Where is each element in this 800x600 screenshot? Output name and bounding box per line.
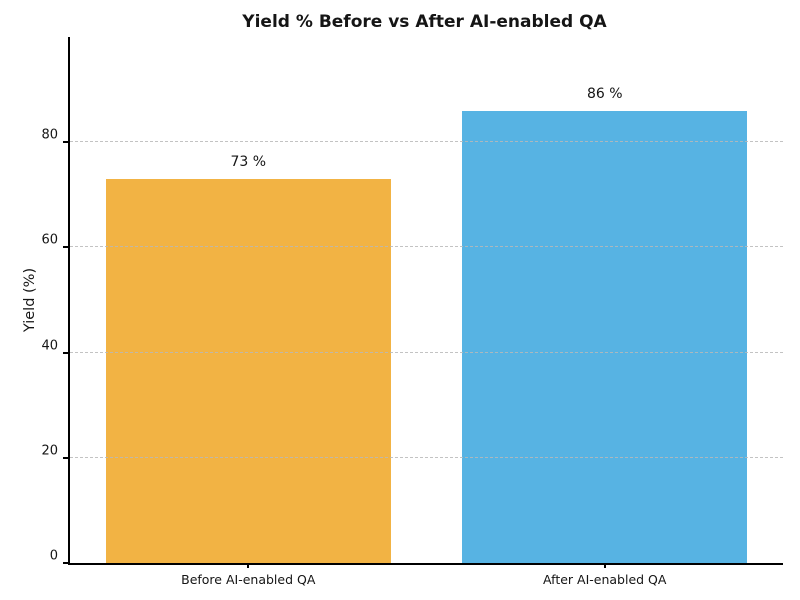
y-tick-mark <box>63 562 70 564</box>
y-tick-label: 40 <box>41 338 58 354</box>
x-tick-label: After AI-enabled QA <box>543 572 667 587</box>
x-tick-label: Before AI-enabled QA <box>181 572 316 587</box>
x-tick-mark <box>603 563 606 568</box>
y-tick-mark <box>63 351 70 354</box>
y-tick-label: 80 <box>41 127 58 143</box>
y-tick-mark <box>63 246 70 249</box>
bar <box>462 110 748 563</box>
y-axis-label: Yield (%) <box>22 267 38 333</box>
y-tick-label: 0 <box>49 548 58 564</box>
bar-value-label: 73 % <box>230 154 267 171</box>
y-tick-label: 20 <box>41 443 58 459</box>
y-tick-label: 60 <box>41 232 58 248</box>
chart-title: Yield % Before vs After AI-enabled QA <box>242 12 607 32</box>
plot-area: 0 20 40 60 80 73 % Before AI-enabled QA 86 % Aft… <box>41 37 783 587</box>
y-tick-mark <box>63 456 70 459</box>
x-tick-mark <box>247 563 250 568</box>
bar-value-label: 86 % <box>586 85 623 102</box>
bar <box>105 179 391 563</box>
y-tick-mark <box>63 141 70 144</box>
